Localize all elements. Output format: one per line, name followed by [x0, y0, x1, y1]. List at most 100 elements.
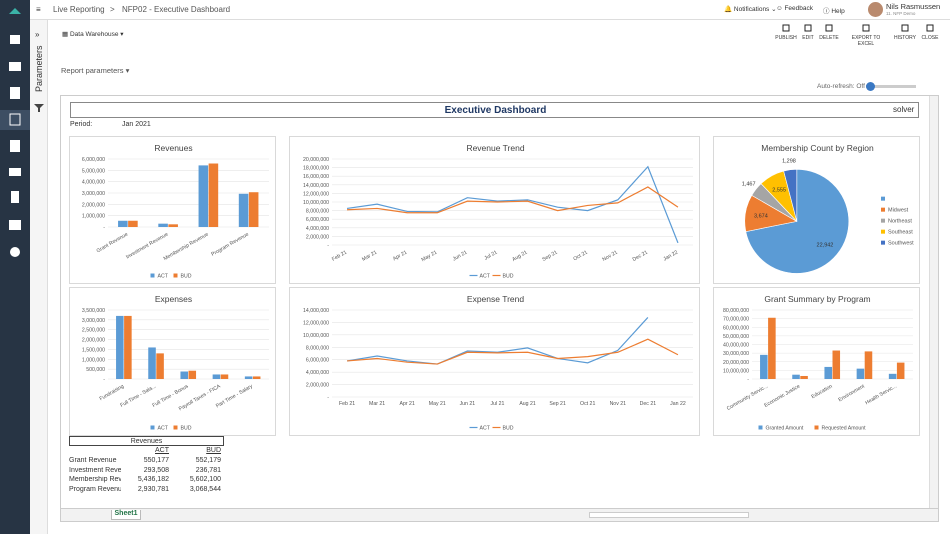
menu-icon[interactable]: ≡: [36, 5, 41, 14]
chart: Membership Count by Region 22,942 3,674 1,4…: [713, 136, 920, 284]
toolbar-button[interactable]: PUBLISH: [768, 24, 804, 41]
cell-value: 5,602,100: [189, 476, 221, 484]
icon-shape: [782, 24, 790, 32]
bar: [248, 192, 259, 227]
feedback-label: Feedback: [784, 5, 813, 12]
cell-value: 236,781: [195, 466, 221, 474]
legend-label: Northeast: [888, 219, 912, 225]
y-tick-label: 3,500,000: [82, 308, 105, 314]
slice-label: 1,467: [742, 181, 756, 187]
parameters-panel[interactable]: » Parameters: [30, 20, 48, 534]
x-tick-label: Membership Revenue: [163, 231, 210, 262]
cell-value: 550,177: [143, 457, 169, 464]
bar: [208, 163, 219, 227]
toolbar-button[interactable]: DELETE: [811, 24, 847, 41]
y-tick-label: 6,000,000: [306, 358, 329, 364]
y-tick-label: 14,000,000: [303, 183, 329, 189]
notifications[interactable]: 🔔 Notifications ⌄: [724, 6, 777, 13]
feedback[interactable]: ☺ Feedback: [776, 5, 813, 12]
y-tick-label: 1,000,000: [82, 214, 105, 220]
toolbar-button[interactable]: EXPORT TO EXCEL: [848, 24, 884, 47]
y-tick-label: -: [327, 395, 329, 401]
avatar[interactable]: [868, 2, 883, 17]
button-label: PUBLISH: [775, 35, 797, 41]
toolbar-button[interactable]: EDIT: [790, 24, 826, 41]
x-tick-label: Grant Revenue: [96, 231, 130, 254]
x-tick-label: Jun 21: [460, 401, 476, 407]
bar: [832, 350, 841, 379]
slice-label: 2,555: [772, 188, 786, 194]
x-tick-label: Oct 21: [572, 249, 588, 262]
bar: [116, 315, 124, 379]
x-tick-label: Jul 21: [483, 249, 498, 261]
button-icon: [825, 24, 833, 32]
x-tick-label: Jul 21: [491, 401, 505, 407]
button-icon: [804, 24, 812, 32]
y-tick-label: 1,500,000: [82, 347, 105, 353]
y-tick-label: 10,000,000: [303, 333, 329, 339]
auto-refresh-knob[interactable]: [866, 82, 875, 91]
chart-title: Expenses: [155, 294, 192, 304]
y-tick-label: 3,000,000: [82, 318, 105, 324]
button-label: EXPORT TO EXCEL: [851, 35, 881, 47]
toolbar-button[interactable]: CLOSE: [912, 24, 948, 41]
button-icon: [862, 24, 870, 32]
chart: Revenues - 1,000,000 2,000,000 3,000,000 4,00…: [69, 136, 276, 284]
x-tick-label: Program Revenue: [210, 231, 250, 257]
notifications-label: Notifications: [733, 6, 770, 13]
legend-swatch: [881, 229, 885, 234]
y-tick-label: 6,000,000: [306, 217, 329, 223]
h-scrollbar[interactable]: [589, 512, 749, 518]
x-tick-label: Feb 21: [339, 401, 355, 407]
y-tick-label: 10,000,000: [303, 200, 329, 206]
slice-label: 3,674: [754, 213, 768, 219]
y-tick-label: 8,000,000: [306, 209, 329, 215]
y-tick-label: 16,000,000: [303, 174, 329, 180]
bar: [824, 366, 832, 379]
x-tick-label: Apr 21: [400, 401, 415, 407]
bar: [792, 374, 800, 379]
filter-icon[interactable]: [34, 104, 44, 112]
legend-swatch: [881, 218, 885, 223]
v-scrollbar[interactable]: [929, 96, 938, 508]
legend-label: BUD: [181, 426, 192, 432]
y-tick-label: 2,000,000: [306, 234, 329, 240]
expand[interactable]: »: [35, 30, 40, 39]
y-tick-label: 12,000,000: [303, 191, 329, 197]
auto-refresh-track[interactable]: [866, 82, 916, 91]
user-name[interactable]: Nils Rasmussen: [886, 2, 941, 11]
legend-label: ACT: [158, 274, 169, 280]
help[interactable]: ⓘ Help: [823, 8, 845, 15]
line-series: [347, 186, 679, 214]
y-tick-label: 1,000,000: [82, 357, 105, 363]
y-tick-label: 4,000,000: [306, 226, 329, 232]
x-tick-label: Feb 21: [331, 249, 348, 262]
x-tick-label: Aug 21: [511, 249, 528, 262]
report-parameters[interactable]: Report parameters ▾: [61, 66, 130, 75]
revenue-table: Revenues ACT BUD Grant Revenue 550,177 552,17…: [69, 436, 225, 496]
x-tick-label: Nov 21: [602, 249, 619, 262]
y-tick-label: 5,000,000: [82, 168, 105, 174]
title-bar: Executive Dashboard solver: [70, 102, 919, 118]
y-tick-label: 60,000,000: [723, 325, 749, 331]
parameters-label: Parameters: [34, 45, 44, 92]
bar: [124, 315, 132, 379]
breadcrumb-root[interactable]: Live Reporting: [53, 5, 105, 14]
line-series: [346, 317, 649, 365]
x-tick-label: Sep 21: [549, 401, 566, 407]
source-select[interactable]: ▦ Data Warehouse ▾: [62, 31, 124, 38]
cell-value: 293,508: [143, 466, 169, 474]
y-tick-label: 3,000,000: [82, 191, 105, 197]
bar: [768, 317, 776, 379]
legend-swatch: [173, 273, 178, 278]
x-tick-label: Health Servic...: [864, 384, 897, 407]
legend-swatch: [758, 425, 763, 430]
legend-label: BUD: [503, 426, 514, 432]
x-tick-label: Community Servic...: [726, 384, 769, 412]
legend-label: BUD: [503, 274, 514, 280]
sheet-tab[interactable]: Sheet1: [111, 510, 141, 520]
toolbar-button[interactable]: HISTORY: [887, 24, 923, 41]
x-tick-label: Oct 21: [580, 401, 595, 407]
y-tick-label: 500,000: [86, 367, 105, 373]
topbar: ≡ Live Reporting > NFP02 - Executive Das…: [30, 0, 950, 20]
